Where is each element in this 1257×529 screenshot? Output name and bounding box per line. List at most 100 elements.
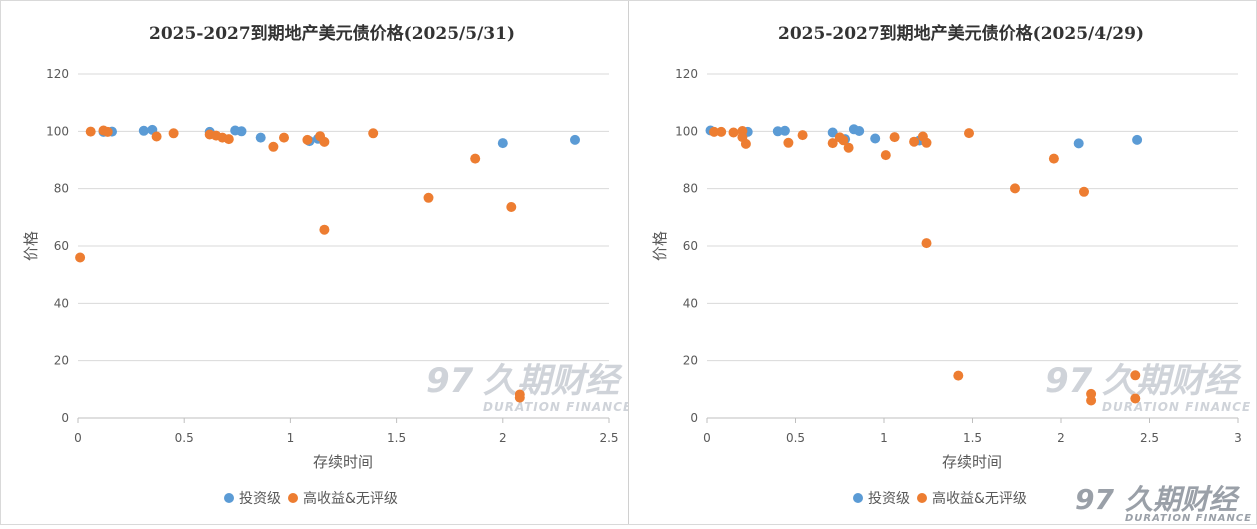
point-high-yield	[827, 138, 838, 149]
x-tick-label: 2.5	[1140, 431, 1159, 445]
point-high-yield	[319, 136, 330, 147]
y-tick-label: 60	[683, 239, 698, 253]
x-tick-label: 1	[287, 431, 295, 445]
point-high-yield	[423, 192, 434, 203]
watermark: 97 久期财经 DURATION FINANCE	[426, 361, 631, 414]
point-high-yield	[302, 134, 313, 145]
point-investment-grade	[772, 126, 783, 137]
point-investment-grade	[1073, 138, 1084, 149]
y-tick-label: 40	[54, 296, 69, 310]
point-investment-grade	[827, 127, 838, 138]
point-high-yield	[797, 130, 808, 141]
point-high-yield	[1010, 183, 1020, 194]
point-high-yield	[102, 126, 113, 137]
chart-title: 2025-2027到期地产美元债价格(2025/4/29)	[778, 23, 1144, 44]
point-investment-grade	[870, 133, 881, 144]
chart-left: 2025-2027到期地产美元债价格(2025/5/31) 97 久期财经 DU…	[22, 23, 631, 507]
corner-watermark: 97 久期财经 DURATION FINANCE	[1075, 483, 1252, 524]
legend-marker-high-yield	[288, 493, 298, 503]
point-investment-grade	[497, 138, 508, 149]
legend-label-investment-grade: 投资级	[239, 491, 281, 507]
y-tick-label: 0	[690, 411, 698, 425]
point-high-yield	[168, 128, 179, 139]
point-high-yield	[964, 128, 974, 139]
y-axis-title: 价格	[651, 231, 669, 261]
chart-title: 2025-2027到期地产美元债价格(2025/5/31)	[149, 23, 515, 44]
chart-panel-left: 2025-2027到期地产美元债价格(2025/5/31) 97 久期财经 DU…	[0, 0, 631, 525]
point-investment-grade	[854, 126, 865, 136]
point-high-yield	[838, 135, 849, 146]
watermark-cn: 久期财经	[483, 361, 623, 401]
x-axis-title: 存续时间	[942, 453, 1002, 471]
y-tick-label: 80	[683, 182, 698, 196]
point-high-yield	[953, 370, 964, 381]
point-high-yield	[843, 142, 854, 153]
point-high-yield	[880, 150, 891, 161]
legend-label-investment-grade: 投资级	[868, 491, 910, 507]
point-high-yield	[909, 136, 920, 147]
point-high-yield	[921, 137, 932, 148]
point-high-yield	[1048, 153, 1059, 164]
point-investment-grade	[570, 134, 580, 145]
point-high-yield	[716, 126, 727, 137]
y-tick-label: 80	[54, 182, 69, 196]
legend-label-high-yield: 高收益&无评级	[932, 490, 1027, 507]
point-high-yield	[889, 132, 900, 143]
watermark-logo: 97	[426, 361, 474, 401]
watermark: 97 久期财经 DURATION FINANCE	[1045, 361, 1251, 414]
point-high-yield	[921, 238, 932, 249]
y-tick-label: 20	[54, 354, 69, 368]
x-tick-label: 0.5	[786, 431, 805, 445]
point-high-yield	[514, 392, 525, 403]
x-tick-label: 2	[499, 431, 507, 445]
point-high-yield	[728, 127, 739, 138]
point-high-yield	[783, 137, 794, 148]
x-tick-label: 2	[1057, 431, 1065, 445]
point-high-yield	[709, 126, 720, 137]
point-high-yield	[85, 126, 96, 137]
point-high-yield	[223, 134, 234, 145]
corner-watermark-logo: 97	[1075, 483, 1114, 516]
point-high-yield	[1079, 186, 1089, 197]
point-investment-grade	[236, 126, 247, 137]
watermark-logo: 97	[1045, 361, 1093, 401]
x-tick-label: 1	[880, 431, 888, 445]
watermark-en: DURATION FINANCE	[1102, 400, 1251, 414]
point-investment-grade	[1132, 134, 1143, 145]
legend: 投资级 高收益&无评级	[853, 490, 1027, 507]
y-tick-label: 120	[675, 67, 698, 81]
y-tick-label: 60	[54, 239, 69, 253]
y-tick-label: 20	[683, 354, 698, 368]
x-tick-label: 0	[74, 431, 82, 445]
x-tick-label: 0.5	[175, 431, 194, 445]
point-high-yield	[1086, 395, 1097, 406]
point-investment-grade	[255, 132, 266, 143]
y-tick-label: 100	[46, 124, 69, 138]
point-investment-grade	[138, 125, 149, 136]
point-high-yield	[151, 131, 162, 142]
y-tick-label: 40	[683, 296, 698, 310]
x-tick-label: 0	[703, 431, 711, 445]
point-high-yield	[506, 202, 517, 212]
y-axis-title: 价格	[22, 231, 40, 261]
x-tick-label: 1.5	[387, 431, 406, 445]
point-high-yield	[1130, 393, 1141, 404]
x-tick-label: 1.5	[963, 431, 982, 445]
corner-watermark-en: DURATION FINANCE	[1125, 513, 1252, 524]
point-high-yield	[319, 224, 330, 235]
corner-watermark-cn: 久期财经	[1125, 483, 1241, 516]
point-high-yield	[740, 138, 751, 149]
legend-marker-investment-grade	[853, 493, 863, 503]
x-tick-label: 3	[1234, 431, 1242, 445]
panel-divider	[628, 0, 629, 525]
legend-label-high-yield: 高收益&无评级	[303, 490, 398, 507]
watermark-cn: 久期财经	[1102, 361, 1242, 401]
legend-marker-high-yield	[917, 493, 927, 503]
point-high-yield	[75, 252, 86, 263]
point-high-yield	[470, 153, 481, 164]
watermark-en: DURATION FINANCE	[483, 400, 628, 414]
y-tick-label: 120	[46, 67, 69, 81]
point-high-yield	[1130, 370, 1141, 381]
legend-marker-investment-grade	[224, 493, 234, 503]
point-high-yield	[279, 132, 289, 143]
